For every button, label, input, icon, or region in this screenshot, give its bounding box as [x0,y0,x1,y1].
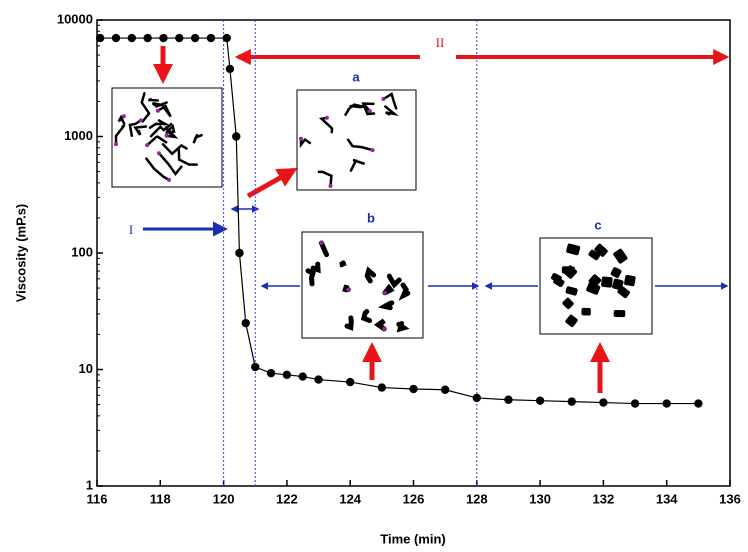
data-point [235,249,243,257]
inset-label: a [352,69,360,84]
data-point [175,34,183,42]
data-point [299,372,307,380]
x-tick-label: 118 [150,491,171,506]
data-point [267,369,275,377]
inset-label: c [594,217,601,232]
inset-label: b [367,210,375,225]
inset-end [157,151,161,155]
inset-end [381,97,385,101]
inset-end [382,327,386,331]
x-tick-label: 116 [87,491,108,506]
x-tick-label: 134 [656,491,678,506]
data-point [631,399,639,407]
data-point [441,386,449,394]
data-point [409,385,417,393]
inset-end [145,143,149,147]
inset-end [165,134,169,138]
region-label: I [129,222,133,237]
inset-end [325,116,329,120]
y-tick-label: 10 [79,361,93,376]
inset-particle [614,310,626,317]
chart: Time (min) Viscosity (mP.s) II I a b c 1… [0,0,748,552]
inset-end [139,118,143,122]
x-tick-label: 120 [213,491,235,506]
inset-end [368,109,372,113]
inset-particle [624,275,636,287]
data-point [346,378,354,386]
x-tick-label: 126 [403,491,425,506]
x-tick-label: 122 [276,491,298,506]
data-point [143,34,151,42]
y-tick-label: 100 [71,244,93,259]
data-point [694,399,702,407]
inset-end [371,148,375,152]
x-tick-label: 132 [593,491,615,506]
data-point [504,396,512,404]
data-point [207,34,215,42]
data-point [242,319,250,327]
inset-strand [399,324,404,329]
x-tick-label: 128 [466,491,488,506]
y-tick-label: 1 [86,477,93,492]
y-tick-label: 1000 [64,128,93,143]
data-point [568,397,576,405]
inset-end [299,137,303,141]
x-axis-label: Time (min) [380,531,446,546]
data-point [251,363,259,371]
data-point [112,34,120,42]
y-axis-label: Viscosity (mP.s) [13,204,28,303]
data-point [536,396,544,404]
data-point [96,34,104,42]
inset-end [167,178,171,182]
data-point [314,375,322,383]
inset-end [383,291,387,295]
data-point [663,399,671,407]
inset-end [319,241,323,245]
data-point [232,132,240,140]
inset-particle [562,266,575,273]
inset-strand [149,99,158,100]
data-point [599,398,607,406]
data-point [191,34,199,42]
x-tick-label: 130 [529,491,551,506]
inset-strand [340,263,343,265]
data-point [223,34,231,42]
inset-particle [601,276,613,288]
data-point [226,65,234,73]
data-point [128,34,136,42]
region-label: II [436,35,445,50]
data-point [473,394,481,402]
data-point [159,34,167,42]
inset-end [156,109,160,113]
arrows [143,46,727,393]
inset-end [114,142,118,146]
data-point [283,371,291,379]
inset-strand [385,303,392,308]
x-tick-label: 136 [719,491,741,506]
inset-end [122,114,126,118]
inset-end [328,184,332,188]
inset-end [346,288,350,292]
y-tick-label: 10000 [57,11,93,26]
data-point [378,383,386,391]
insets [112,88,652,338]
x-tick-label: 124 [339,491,361,506]
inset-particle [581,308,590,316]
